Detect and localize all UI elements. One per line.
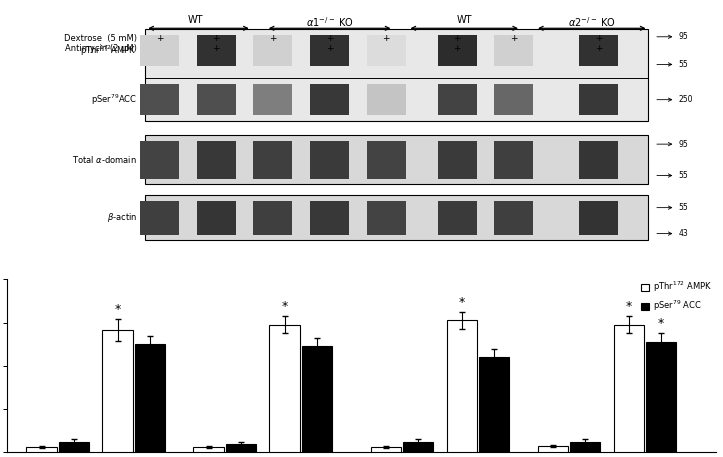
Text: $\beta$-actin: $\beta$-actin [106, 211, 137, 224]
Text: +: + [382, 34, 390, 43]
Bar [310, 84, 349, 116]
Bar [59, 441, 89, 452]
Bar [254, 84, 292, 116]
Text: *: * [281, 300, 288, 313]
Bar [254, 35, 292, 66]
Bar [495, 35, 534, 66]
Bar [495, 201, 534, 234]
Bar [579, 201, 618, 234]
Text: pThr$^{172}$AMPK: pThr$^{172}$AMPK [80, 43, 137, 58]
Bar [140, 35, 179, 66]
Bar [197, 201, 236, 234]
Bar [367, 84, 406, 116]
Text: 43: 43 [678, 229, 688, 238]
Bar [367, 35, 406, 66]
Bar [579, 141, 618, 179]
Text: $\alpha$2$^{-/-}$ KO: $\alpha$2$^{-/-}$ KO [568, 15, 616, 29]
Bar [495, 84, 534, 116]
Text: +: + [326, 34, 333, 43]
Bar [145, 195, 649, 240]
Bar [367, 141, 406, 179]
Text: Total $\alpha$-domain: Total $\alpha$-domain [72, 154, 137, 165]
Bar [140, 201, 179, 234]
Bar [495, 141, 534, 179]
Bar [103, 330, 133, 452]
Bar [140, 141, 179, 179]
Text: +: + [326, 44, 333, 53]
Text: 55: 55 [678, 171, 688, 180]
Bar [403, 441, 433, 452]
Text: *: * [114, 303, 121, 316]
Text: 55: 55 [678, 203, 688, 212]
Bar [134, 344, 165, 452]
Text: WT: WT [187, 15, 202, 25]
Text: +: + [595, 34, 602, 43]
Bar [310, 141, 349, 179]
Text: +: + [595, 44, 602, 53]
Bar [310, 201, 349, 234]
Bar [538, 446, 568, 452]
Text: *: * [625, 300, 632, 313]
Bar [197, 84, 236, 116]
Bar [614, 325, 644, 452]
Bar [646, 342, 676, 452]
Text: +: + [213, 34, 220, 43]
Text: 95: 95 [678, 32, 688, 41]
Bar [226, 444, 256, 452]
Bar [140, 84, 179, 116]
Bar [194, 447, 224, 452]
Text: +: + [156, 34, 163, 43]
Bar [437, 201, 476, 234]
Text: 55: 55 [678, 60, 688, 69]
Legend: pThr$^{172}$ AMPK, pSer$^{79}$ ACC: pThr$^{172}$ AMPK, pSer$^{79}$ ACC [641, 280, 711, 313]
Bar [570, 441, 600, 452]
Text: *: * [458, 296, 465, 308]
Bar [254, 201, 292, 234]
Bar [310, 35, 349, 66]
Text: 250: 250 [678, 95, 693, 104]
Text: +: + [453, 34, 461, 43]
Bar [437, 84, 476, 116]
Bar [270, 325, 300, 452]
Text: pSer$^{79}$ACC: pSer$^{79}$ACC [91, 92, 137, 107]
Text: $\alpha$1$^{-/-}$ KO: $\alpha$1$^{-/-}$ KO [306, 15, 354, 29]
Bar [579, 35, 618, 66]
Bar [437, 35, 476, 66]
Text: 95: 95 [678, 140, 688, 149]
Text: WT: WT [456, 15, 472, 25]
Bar [447, 320, 477, 452]
Bar [145, 29, 649, 121]
Bar [479, 357, 509, 452]
Text: Dextrose  (5 mM): Dextrose (5 mM) [64, 34, 137, 43]
Bar [371, 447, 401, 452]
Bar [579, 84, 618, 116]
Text: +: + [269, 34, 277, 43]
Bar [301, 346, 332, 452]
Text: +: + [510, 34, 518, 43]
Text: *: * [658, 317, 664, 330]
Bar [145, 135, 649, 184]
Bar [254, 141, 292, 179]
Text: +: + [213, 44, 220, 53]
Bar [27, 447, 57, 452]
Bar [367, 201, 406, 234]
Bar [197, 141, 236, 179]
Text: Antimycin (2 μM): Antimycin (2 μM) [65, 44, 137, 53]
Bar [437, 141, 476, 179]
Text: +: + [453, 44, 461, 53]
Bar [197, 35, 236, 66]
